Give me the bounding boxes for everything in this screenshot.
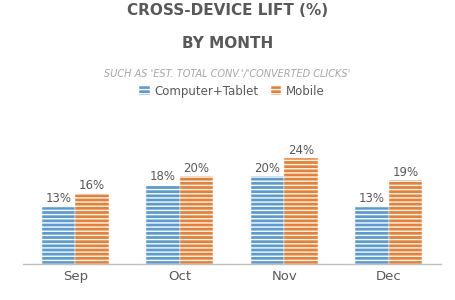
Legend: Computer+Tablet, Mobile: Computer+Tablet, Mobile [135, 80, 329, 102]
Text: 20%: 20% [183, 162, 209, 175]
Text: 13%: 13% [359, 193, 385, 206]
Text: CROSS-DEVICE LIFT (%): CROSS-DEVICE LIFT (%) [127, 3, 328, 18]
Bar [180, 176, 213, 264]
Text: 24%: 24% [288, 144, 314, 157]
Text: BY MONTH: BY MONTH [182, 36, 273, 51]
Bar [355, 207, 389, 264]
Text: 18%: 18% [150, 170, 176, 184]
Bar [251, 176, 284, 264]
Text: 13%: 13% [46, 193, 71, 206]
Text: 19%: 19% [393, 166, 419, 179]
Bar [42, 207, 75, 264]
Bar [389, 180, 422, 264]
Bar [147, 185, 180, 264]
Bar [75, 194, 109, 264]
Text: 16%: 16% [79, 179, 105, 192]
Text: SUCH AS 'EST. TOTAL CONV.'/'CONVERTED CLICKS': SUCH AS 'EST. TOTAL CONV.'/'CONVERTED CL… [104, 69, 351, 79]
Bar [284, 158, 318, 264]
Text: 20%: 20% [255, 162, 281, 175]
